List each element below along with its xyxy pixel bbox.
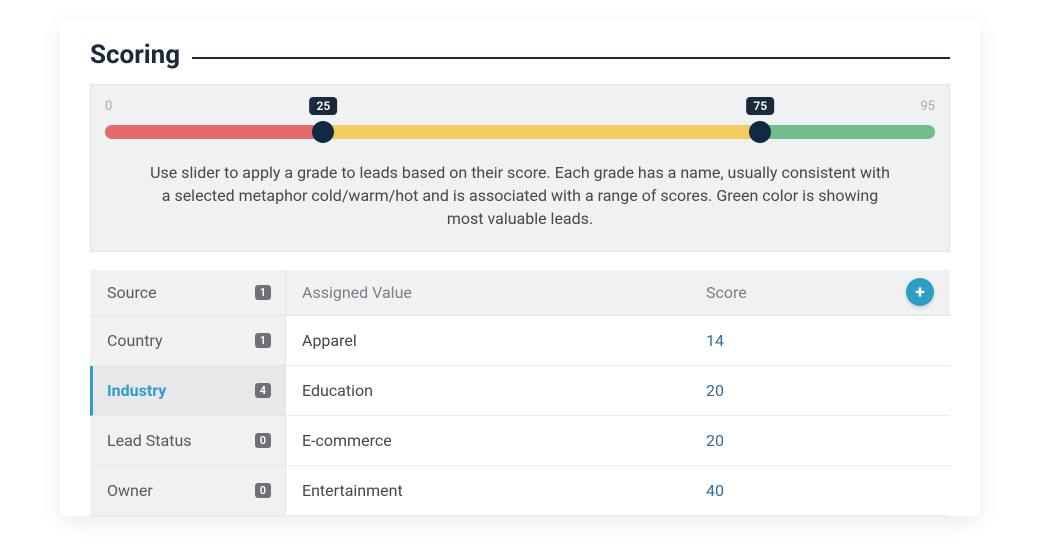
slider-description: Use slider to apply a grade to leads bas… xyxy=(145,161,895,231)
table-row[interactable]: Apparel14 xyxy=(286,316,950,366)
content-grid: Source1Country1Industry4Lead Status0Owne… xyxy=(90,270,950,516)
title-underline xyxy=(192,57,950,59)
assigned-value-cell: Apparel xyxy=(302,331,706,350)
sidebar-item-label: Owner xyxy=(107,481,153,500)
sidebar-item-count-badge: 0 xyxy=(255,483,271,498)
slider-max-label: 95 xyxy=(920,99,935,114)
slider-handle[interactable] xyxy=(312,121,334,143)
sidebar-item[interactable]: Lead Status 0 xyxy=(90,416,286,466)
sidebar-item-label: Lead Status xyxy=(107,431,192,450)
column-header-value: Assigned Value xyxy=(302,283,706,302)
score-cell: 20 xyxy=(706,381,906,400)
table-header-row: Assigned Value Score + xyxy=(286,270,950,316)
scoring-card: Scoring 0 95 25 75 Use slider to apply a … xyxy=(60,20,980,516)
assigned-value-cell: Education xyxy=(302,381,706,400)
slider-handle-label: 75 xyxy=(746,97,774,115)
scoring-sidebar: Source1Country1Industry4Lead Status0Owne… xyxy=(90,270,286,516)
slider-handle[interactable] xyxy=(749,121,771,143)
slider-panel: 0 95 25 75 Use slider to apply a grade to… xyxy=(90,84,950,252)
score-cell: 14 xyxy=(706,331,906,350)
slider-segment xyxy=(760,125,935,139)
page-title: Scoring xyxy=(90,40,180,70)
slider-segment xyxy=(105,125,323,139)
table-row[interactable]: Entertainment40 xyxy=(286,466,950,516)
sidebar-item-count-badge: 0 xyxy=(255,433,271,448)
sidebar-item[interactable]: Owner 0 xyxy=(90,466,286,516)
sidebar-item[interactable]: Source 1 xyxy=(90,270,286,316)
table-row[interactable]: E-commerce20 xyxy=(286,416,950,466)
sidebar-item-label: Source xyxy=(107,283,157,302)
sidebar-item[interactable]: Industry 4 xyxy=(90,366,286,416)
assigned-value-cell: E-commerce xyxy=(302,431,706,450)
plus-icon: + xyxy=(915,282,925,303)
sidebar-item[interactable]: Country 1 xyxy=(90,316,286,366)
sidebar-item-count-badge: 1 xyxy=(255,285,271,300)
slider-segment xyxy=(323,125,760,139)
score-cell: 20 xyxy=(706,431,906,450)
slider-labels: 0 95 25 75 xyxy=(105,99,935,121)
column-header-score: Score xyxy=(706,283,906,302)
assigned-value-cell: Entertainment xyxy=(302,481,706,500)
slider-min-label: 0 xyxy=(105,99,112,114)
score-cell: 40 xyxy=(706,481,906,500)
sidebar-item-count-badge: 1 xyxy=(255,333,271,348)
add-row-button[interactable]: + xyxy=(906,278,934,306)
table-row[interactable]: Education20 xyxy=(286,366,950,416)
slider-track[interactable] xyxy=(105,125,935,139)
slider-handle-label: 25 xyxy=(310,97,338,115)
sidebar-item-label: Country xyxy=(107,331,163,350)
sidebar-item-label: Industry xyxy=(107,381,166,400)
table-body: Apparel14Education20E-commerce20Entertai… xyxy=(286,316,950,516)
title-row: Scoring xyxy=(90,40,950,70)
sidebar-item-count-badge: 4 xyxy=(255,383,271,398)
scoring-table: Assigned Value Score + Apparel14Educatio… xyxy=(286,270,950,516)
